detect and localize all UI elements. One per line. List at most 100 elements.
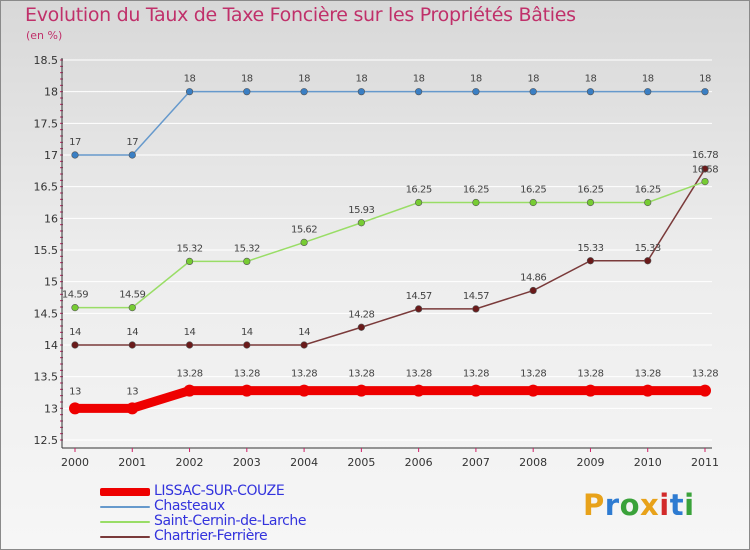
value-label-saint-cernin: 16.25 xyxy=(406,185,432,196)
y-tick-label: 17.5 xyxy=(34,117,59,130)
value-label-lissac: 13.28 xyxy=(463,369,489,380)
legend-swatch-lissac xyxy=(100,487,150,496)
logo-letter: x xyxy=(640,488,660,522)
value-label-saint-cernin: 16.25 xyxy=(635,185,661,196)
legend-swatch-chasteaux xyxy=(100,505,150,508)
legend-item-lissac: LISSAC-SUR-COUZE xyxy=(100,484,306,499)
y-axis-unit: (en %) xyxy=(26,29,63,42)
data-point-chartrier xyxy=(586,257,595,265)
value-label-chartrier: 14.86 xyxy=(520,273,546,284)
value-label-chasteaux: 18 xyxy=(527,74,539,85)
y-tick-label: 13 xyxy=(44,402,58,415)
x-tick-label: 2010 xyxy=(634,456,662,469)
series-line-saint-cernin xyxy=(75,180,706,309)
data-point-chasteaux xyxy=(300,88,308,96)
value-label-chartrier: 15.33 xyxy=(577,243,603,254)
series-line-chartrier xyxy=(75,168,706,346)
value-label-chartrier: 14 xyxy=(298,327,310,338)
x-tick-label: 2004 xyxy=(290,456,318,469)
value-label-lissac: 13.28 xyxy=(234,369,260,380)
data-point-chasteaux xyxy=(529,88,537,96)
data-point-saint-cernin xyxy=(357,219,365,227)
y-tick-label: 15.5 xyxy=(34,244,59,257)
data-point-saint-cernin xyxy=(472,198,480,207)
data-point-chartrier xyxy=(357,323,365,331)
value-label-saint-cernin: 14.59 xyxy=(119,290,145,301)
legend: LISSAC-SUR-COUZE Chasteaux Saint-Cernin-… xyxy=(100,484,307,544)
data-point-chasteaux xyxy=(357,88,365,96)
value-label-chartrier: 15.33 xyxy=(635,243,661,254)
value-label-lissac: 13.28 xyxy=(692,369,718,380)
legend-item-chartrier: Chartrier-Ferrière xyxy=(100,529,306,544)
data-point-lissac xyxy=(699,384,711,397)
y-tick-label: 18 xyxy=(44,86,58,99)
data-point-chasteaux xyxy=(644,88,652,96)
data-point-chartrier xyxy=(415,305,423,313)
y-tick-label: 16.5 xyxy=(34,181,59,194)
axes: 12.5 13 13.5 14 14.5 15 15.5 16 16.5 17 17.5 18 18.5… xyxy=(34,54,720,469)
value-label-chartrier: 14.57 xyxy=(406,291,432,302)
value-label-chasteaux: 17 xyxy=(69,137,81,148)
value-label-lissac: 13.28 xyxy=(291,369,317,380)
x-tick-label: 2008 xyxy=(519,456,547,469)
value-label-chasteaux: 18 xyxy=(699,74,711,85)
data-point-chartrier xyxy=(701,165,709,173)
x-tick-label: 2000 xyxy=(61,456,89,469)
value-label-chartrier: 14.28 xyxy=(348,309,374,320)
value-label-lissac: 13 xyxy=(126,386,138,397)
value-label-saint-cernin: 16.25 xyxy=(577,185,603,196)
proxiti-logo: Proxiti xyxy=(583,488,695,522)
logo-letter: i xyxy=(659,488,670,522)
value-label-saint-cernin: 14.59 xyxy=(62,290,88,301)
data-point-saint-cernin xyxy=(243,257,251,266)
x-tick-label: 2009 xyxy=(576,456,604,469)
data-point-saint-cernin xyxy=(185,257,194,266)
grid xyxy=(62,59,712,441)
value-label-saint-cernin: 15.62 xyxy=(291,224,317,235)
legend-label-chartrier: Chartrier-Ferrière xyxy=(154,528,268,544)
value-label-lissac: 13.28 xyxy=(520,369,546,380)
value-labels: 13 13 13.28 13.28 13.28 13.28 13.28 13.28 13.28 1… xyxy=(62,74,719,398)
data-point-chartrier xyxy=(185,341,194,349)
data-point-chartrier xyxy=(128,341,136,349)
data-point-chasteaux xyxy=(415,88,423,96)
legend-label-chasteaux: Chasteaux xyxy=(154,498,225,514)
data-point-lissac xyxy=(412,384,425,397)
data-point-lissac xyxy=(240,384,253,397)
value-label-chasteaux: 17 xyxy=(126,137,138,148)
value-label-chasteaux: 18 xyxy=(470,74,482,85)
data-point-chasteaux xyxy=(71,151,79,159)
data-point-saint-cernin xyxy=(586,198,595,207)
value-label-saint-cernin: 15.32 xyxy=(234,243,260,254)
value-label-saint-cernin: 15.93 xyxy=(348,205,374,216)
y-tick-label: 13.5 xyxy=(34,371,59,384)
data-point-chartrier xyxy=(243,341,251,349)
value-label-saint-cernin: 16.25 xyxy=(463,185,489,196)
data-point-chartrier xyxy=(472,305,480,313)
value-label-chartrier: 14 xyxy=(184,327,196,338)
value-label-chartrier: 14 xyxy=(69,327,81,338)
legend-label-lissac: LISSAC-SUR-COUZE xyxy=(154,483,285,499)
data-point-lissac xyxy=(126,402,139,415)
value-label-lissac: 13.28 xyxy=(406,369,432,380)
value-label-chartrier: 16.78 xyxy=(692,150,718,161)
value-label-saint-cernin: 16.58 xyxy=(692,165,718,176)
y-tick-label: 14 xyxy=(44,339,58,352)
x-tick-label: 2003 xyxy=(233,456,261,469)
value-label-chartrier: 14.57 xyxy=(463,291,489,302)
value-label-chasteaux: 18 xyxy=(184,74,196,85)
data-point-chasteaux xyxy=(243,88,251,96)
x-tick-label: 2002 xyxy=(176,456,204,469)
data-point-chartrier xyxy=(529,286,537,295)
data-point-lissac xyxy=(584,384,597,397)
value-label-lissac: 13.28 xyxy=(348,369,374,380)
value-label-lissac: 13.28 xyxy=(577,369,603,380)
data-point-saint-cernin xyxy=(300,238,308,246)
x-tick-label: 2011 xyxy=(691,456,719,469)
data-point-lissac xyxy=(527,384,540,397)
legend-swatch-chartrier xyxy=(100,535,150,538)
value-label-lissac: 13.28 xyxy=(635,369,661,380)
series-line-chasteaux xyxy=(75,90,705,156)
value-label-chasteaux: 18 xyxy=(298,74,310,85)
